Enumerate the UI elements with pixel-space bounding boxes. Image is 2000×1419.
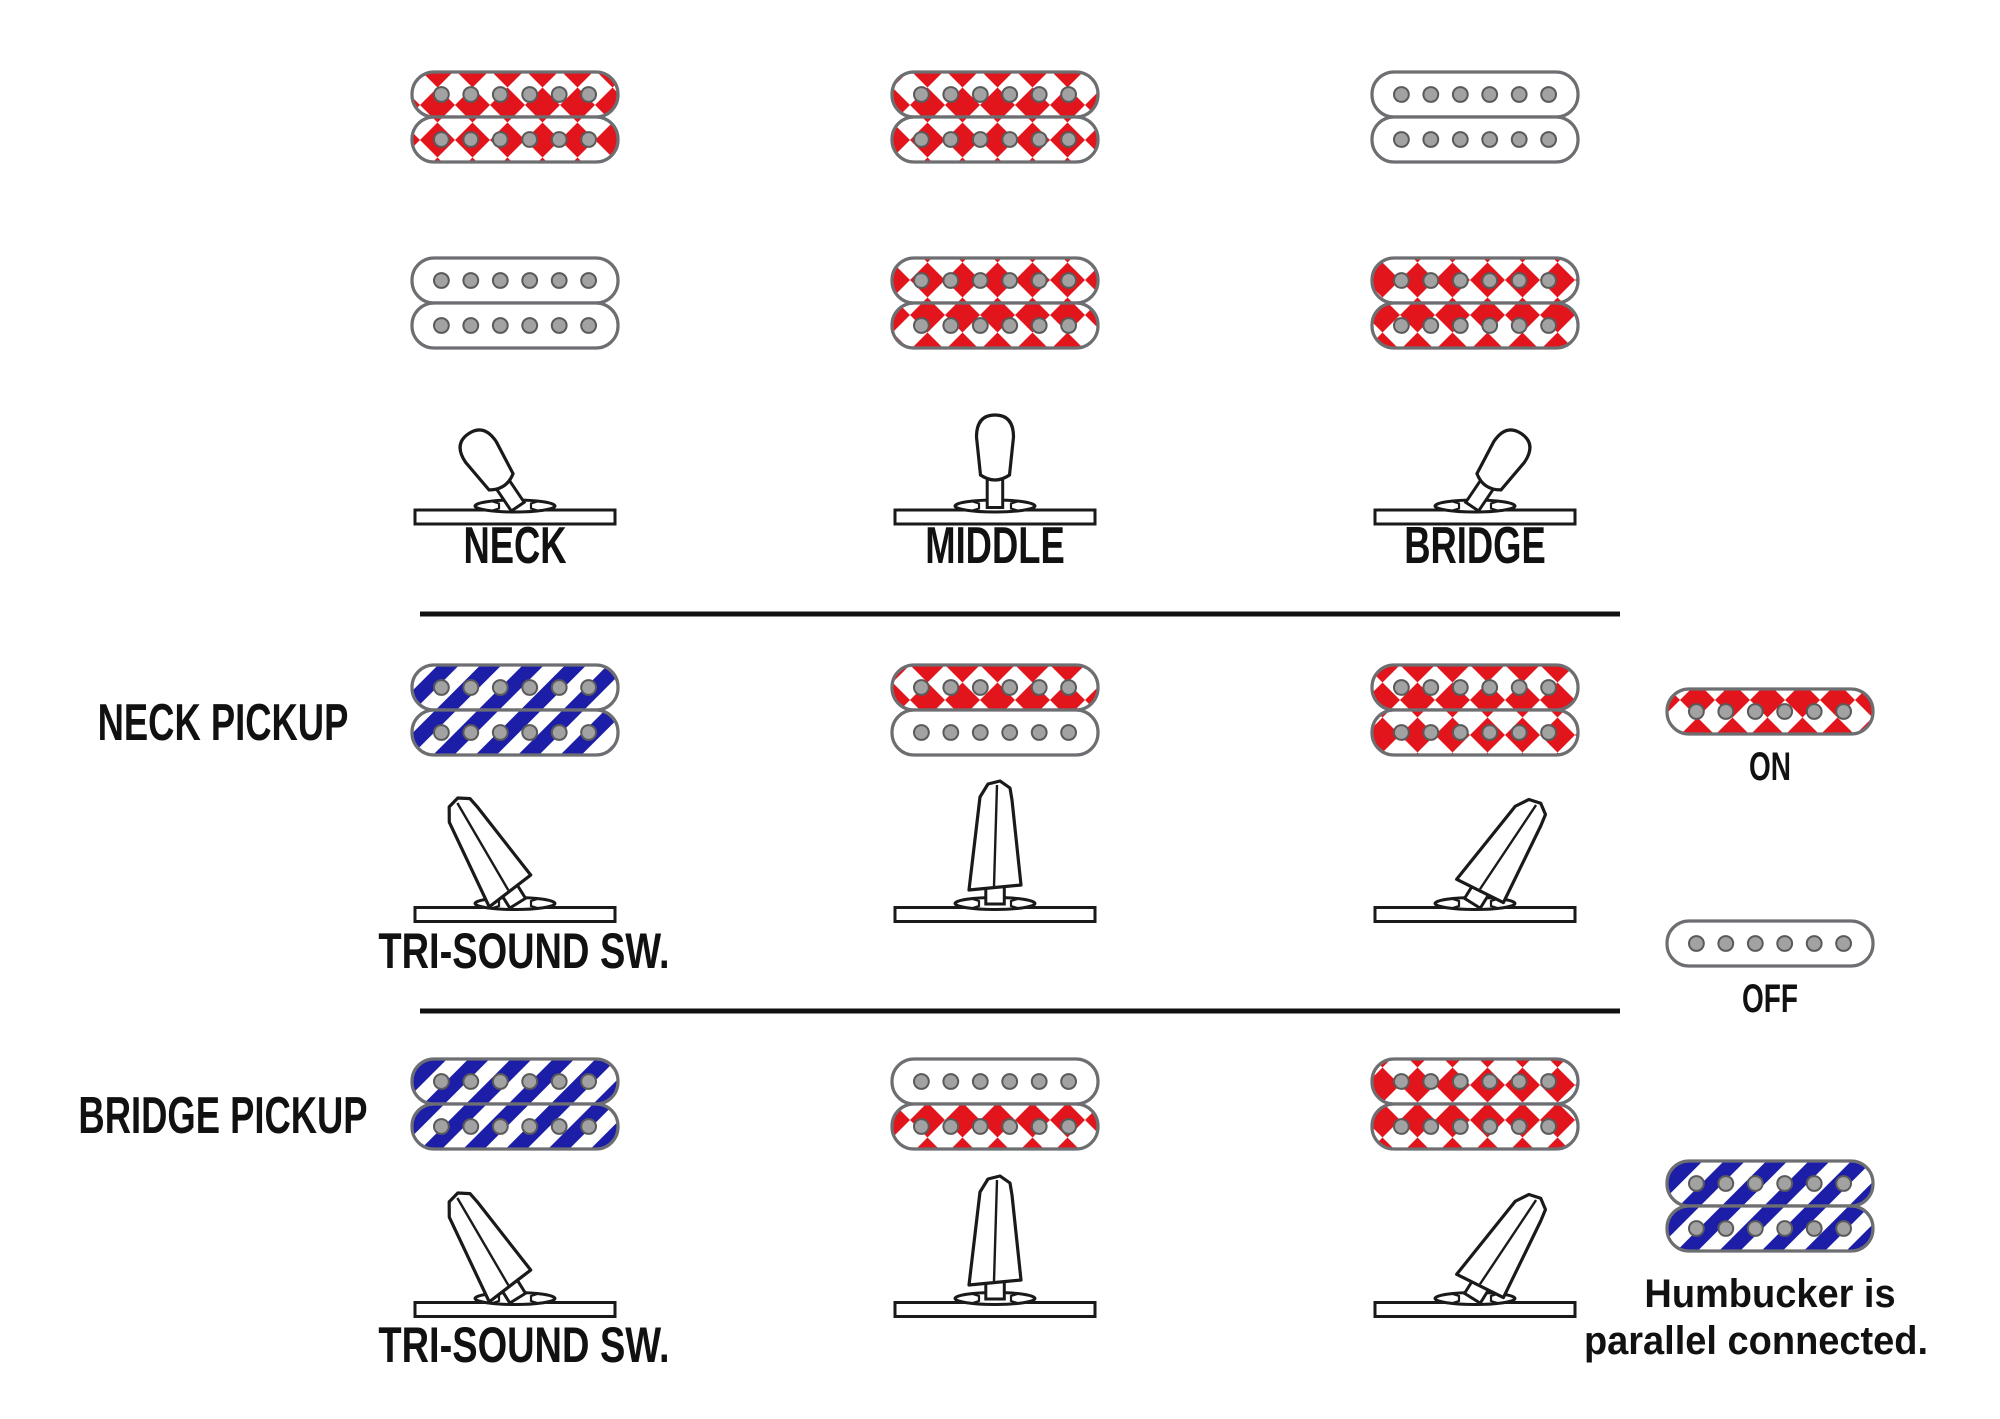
svg-text:Humbucker is: Humbucker is <box>1644 1272 1895 1316</box>
svg-text:MIDDLE: MIDDLE <box>925 515 1065 574</box>
svg-text:ON: ON <box>1749 745 1791 789</box>
svg-text:OFF: OFF <box>1742 977 1798 1021</box>
svg-text:NECK PICKUP: NECK PICKUP <box>98 692 349 751</box>
svg-text:NECK: NECK <box>463 515 566 574</box>
svg-text:TRI-SOUND SW.: TRI-SOUND SW. <box>378 924 669 979</box>
svg-text:BRIDGE: BRIDGE <box>1404 515 1546 574</box>
svg-text:TRI-SOUND SW.: TRI-SOUND SW. <box>378 1318 669 1373</box>
svg-text:BRIDGE PICKUP: BRIDGE PICKUP <box>78 1085 367 1144</box>
svg-text:parallel connected.: parallel connected. <box>1584 1319 1928 1363</box>
